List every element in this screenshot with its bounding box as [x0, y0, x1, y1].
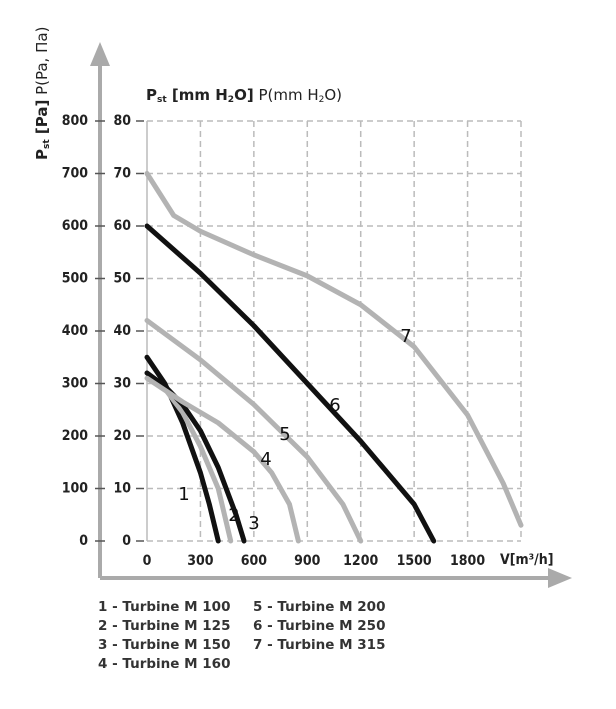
y2-label-part: 2: [228, 95, 234, 105]
y2-tick-label: 0: [122, 533, 131, 549]
y2-tick-label: 50: [113, 271, 131, 287]
y2-tick-label: 20: [113, 428, 131, 444]
legend-entry: 7 - Turbine M 315: [253, 637, 385, 653]
y-tick-label: 400: [62, 323, 89, 339]
y2-tick-label: 40: [113, 323, 131, 339]
y-tick-label: 800: [62, 113, 89, 129]
y-label-part: [Pa]: [33, 100, 51, 140]
y2-tick-label: 70: [113, 166, 131, 182]
y2-label-part: 2: [319, 95, 325, 105]
y-label-part: P(Pa, Па): [33, 27, 51, 100]
curve-label: 3: [248, 513, 259, 534]
x-tick-label: 600: [241, 553, 268, 569]
y2-label-part: [mm H: [167, 86, 228, 104]
y2-label-part: O]: [234, 86, 254, 104]
curve: [144, 318, 364, 544]
curve: [144, 223, 437, 544]
x-axis-label: V[m³/h]: [500, 552, 553, 568]
y2-label-part: P(mm H: [254, 86, 319, 104]
curve-label: 7: [400, 326, 411, 347]
legend-entry: 1 - Turbine M 100: [98, 599, 230, 615]
curve: [144, 171, 524, 528]
y-tick-label: 600: [62, 218, 89, 234]
curve-label: 4: [260, 449, 271, 470]
y-axis-label: Pst [Pa] P(Pa, Па): [33, 27, 52, 160]
arrow-head: [548, 568, 572, 588]
y2-tick-label: 60: [113, 218, 131, 234]
y-tick-label: 100: [62, 481, 89, 497]
x-tick-label: 1500: [397, 553, 432, 569]
y-tick-label: 300: [62, 376, 89, 392]
y2-label-part: st: [157, 95, 167, 105]
curve: [144, 370, 234, 544]
curve: [144, 375, 301, 544]
y-tick-label: 0: [79, 533, 88, 549]
y2-tick-label: 30: [113, 376, 131, 392]
legend-entry: 5 - Turbine M 200: [253, 599, 385, 615]
curve-label: 6: [329, 395, 340, 416]
arrow-head: [90, 42, 110, 66]
curve: [144, 370, 247, 544]
x-tick-label: 0: [143, 553, 152, 569]
legend-entry: 2 - Turbine M 125: [98, 618, 230, 634]
legend-entry: 6 - Turbine M 250: [253, 618, 385, 634]
y-tick-label: 200: [62, 428, 89, 444]
curve: [144, 354, 221, 544]
curve-label: 5: [279, 424, 290, 445]
y-label-part: P: [33, 149, 51, 160]
y2-tick-label: 80: [113, 113, 131, 129]
x-tick-label: 1200: [343, 553, 378, 569]
x-tick-label: 1800: [450, 553, 485, 569]
x-tick-label: 300: [187, 553, 214, 569]
x-tick-label: 900: [294, 553, 321, 569]
y-tick-label: 500: [62, 271, 89, 287]
y-label-part: st: [42, 139, 52, 149]
y2-label-part: O): [324, 86, 342, 104]
y-tick-label: 700: [62, 166, 89, 182]
legend-entry: 4 - Turbine M 160: [98, 656, 230, 672]
y2-axis-label: Pst [mm H2O] P(mm H2O): [146, 86, 342, 105]
y2-tick-label: 10: [113, 481, 131, 497]
legend-entry: 3 - Turbine M 150: [98, 637, 230, 653]
y2-label-part: P: [146, 86, 157, 104]
curve-label: 1: [178, 484, 189, 505]
